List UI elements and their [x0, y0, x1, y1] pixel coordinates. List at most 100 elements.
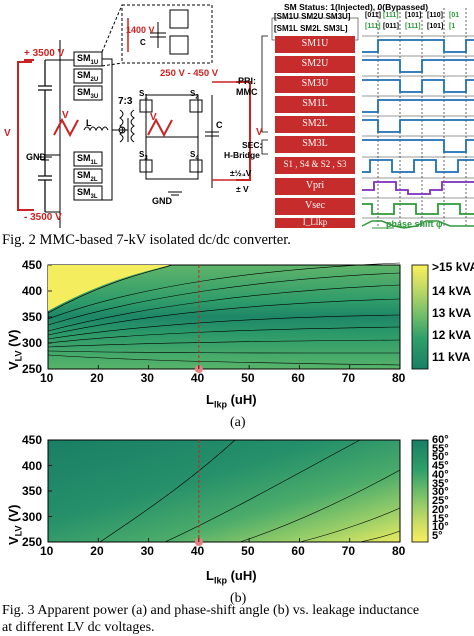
- circuit-c-bat: C: [216, 120, 223, 130]
- switch-s4: S4: [190, 150, 199, 162]
- sm-label-1u: SM1U: [77, 53, 99, 66]
- timing-row-vsec: Vsec: [305, 200, 325, 211]
- chart-b-cbtick: 35°: [432, 477, 449, 490]
- timing-row-illkp: I_Llkp: [302, 217, 328, 227]
- chart-b-cbtick: 40°: [432, 468, 449, 481]
- chart-b-xtick-marks: [47, 538, 401, 542]
- chart-a-xtick-marks: [47, 365, 401, 369]
- circuit-gnd-mv: GND: [26, 152, 46, 162]
- timing-header-row1: [SM1U SM2U SM3U]: [274, 12, 351, 21]
- chart-a-sublabel: (a): [230, 415, 246, 430]
- chart-a-ytick-marks: [48, 264, 52, 370]
- chart-a-cbtick-2: 13 kVA: [432, 306, 472, 320]
- circuit-v-lvdc: V: [256, 127, 263, 138]
- chart-b-cbtick: 45°: [432, 460, 449, 473]
- sm-label-3l: SM3L: [77, 187, 98, 200]
- chart-a-cbtick-3: 12 kVA: [432, 328, 472, 342]
- figure3-caption-line1: Fig. 3 Apparent power (a) and phase-shif…: [2, 603, 420, 618]
- b-ytick-label: 450: [22, 433, 43, 447]
- b-xtick-label: 60: [291, 544, 305, 558]
- timing-code-2e: [1: [449, 23, 456, 30]
- chart-b-cbtick: 25°: [432, 495, 449, 508]
- timing-mmc-label: MMC: [236, 87, 258, 97]
- timing-row-vpri: Vpri: [305, 180, 325, 191]
- figure2-circuit: [17, 4, 474, 229]
- switch-s1: S1: [139, 89, 148, 101]
- timing-row-switches: S1 , S4 & S2 , S3: [283, 159, 347, 169]
- a-xtick-label: 60: [291, 371, 305, 385]
- timing-code-2d: [101]: [427, 23, 444, 30]
- chart-b-ytick-marks: [48, 439, 52, 543]
- chart-a-ylabel: VLV (V): [6, 329, 24, 370]
- a-xtick-label: 80: [392, 371, 406, 385]
- timing-code-1a: [011]: [365, 12, 381, 19]
- timing-code-2a: [111]: [365, 23, 381, 30]
- circuit-v-pri: V: [62, 110, 69, 121]
- timing-phase-shift: phase shift φ: [386, 219, 443, 229]
- a-ytick-label: 350: [22, 310, 43, 324]
- figure3-caption-line2: at different LV dc voltages.: [2, 620, 155, 635]
- b-xtick-label: 30: [140, 544, 154, 558]
- circuit-v-range: 250 V - 450 V: [160, 68, 219, 79]
- timing-row-sm3u: SM3U: [301, 78, 329, 89]
- circuit-l-lkp: L: [86, 118, 92, 128]
- chart-a-xlabel: Llkp (uH): [206, 392, 257, 410]
- b-ytick-label: 250: [22, 535, 43, 549]
- a-xtick-label: 30: [140, 371, 154, 385]
- timing-pri-label: PRI:: [238, 76, 256, 86]
- a-ytick-label: 450: [22, 258, 43, 272]
- b-ytick-label: 400: [22, 458, 43, 473]
- a-xtick-label: 20: [90, 371, 104, 385]
- timing-sec-label: SEC:: [242, 140, 263, 150]
- b-xtick-label: 80: [392, 544, 406, 558]
- timing-row-sm3l: SM3L: [302, 138, 328, 149]
- chart-b-ylabel: VLV (V): [6, 504, 24, 545]
- a-xtick-label: 50: [241, 371, 255, 385]
- chart-a-plot: [47, 262, 429, 373]
- chart-b-cbtick: 20°: [432, 503, 449, 516]
- chart-a-cbtick-1: 14 kVA: [432, 284, 472, 298]
- chart-a-cbtick-0: >15 kVA: [432, 260, 474, 274]
- a-ytick-label: 300: [22, 336, 43, 350]
- timing-code-1e: [01: [449, 12, 460, 19]
- b-ytick-label: 300: [22, 509, 43, 524]
- timing-vlvdc-label: ± V: [236, 184, 249, 194]
- chart-a-cbtick-4: 11 kVA: [432, 350, 471, 364]
- chart-b-cbtick: 5°: [432, 530, 443, 542]
- timing-row-sm1l: SM1L: [302, 98, 328, 109]
- b-xtick-label: 20: [90, 544, 104, 558]
- figure2-caption: Fig. 2 MMC-based 7-kV isolated dc/dc con…: [2, 232, 291, 248]
- timing-code-1d: [110]: [427, 12, 443, 19]
- circuit-ratio: 7:3: [118, 96, 133, 107]
- b-xtick-label: 10: [40, 544, 54, 558]
- timing-header-row2: [SM1L SM2L SM3L]: [274, 24, 348, 33]
- a-xtick-label: 10: [40, 371, 54, 385]
- b-ytick-label: 350: [22, 484, 43, 498]
- b-xtick-label: 70: [341, 544, 356, 558]
- circuit-v-sec: V: [150, 112, 157, 123]
- a-ytick-label: 400: [22, 284, 43, 298]
- timing-vmvdc-label: ±½₄V: [230, 168, 252, 178]
- chart-b-xlabel: Llkp (uH): [206, 568, 257, 586]
- sm-label-3u: SM3U: [77, 87, 99, 100]
- timing-code-2c: [111]: [405, 23, 421, 30]
- timing-row-sm1u: SM1U: [301, 38, 329, 49]
- sm-label-2l: SM2L: [77, 170, 98, 183]
- chart-b-sublabel: (b): [230, 591, 247, 606]
- chart-b-cbtick: 10°: [432, 521, 449, 534]
- b-xtick-label: 50: [241, 544, 255, 558]
- chart-b-cbtick: 15°: [432, 512, 449, 525]
- timing-row-sm2u: SM2U: [301, 58, 329, 69]
- chart-b-cbtick: 30°: [432, 486, 449, 499]
- timing-code-1b: [111]: [383, 12, 399, 19]
- timing-code-2b: [011]: [383, 23, 399, 30]
- switch-s3: S3: [139, 150, 148, 162]
- sm-label-1l: SM1L: [77, 153, 98, 166]
- circuit-cap-label: C: [140, 38, 146, 47]
- timing-row-sm2l: SM2L: [302, 118, 328, 129]
- chart-b-cbtick: 50°: [432, 451, 449, 464]
- a-xtick-label: 40: [190, 371, 205, 385]
- circuit-v-bottom: - 3500 V: [24, 212, 62, 223]
- circuit-v-mvdc: V: [4, 128, 11, 139]
- timing-hbridge-label: H-Bridge: [224, 150, 260, 160]
